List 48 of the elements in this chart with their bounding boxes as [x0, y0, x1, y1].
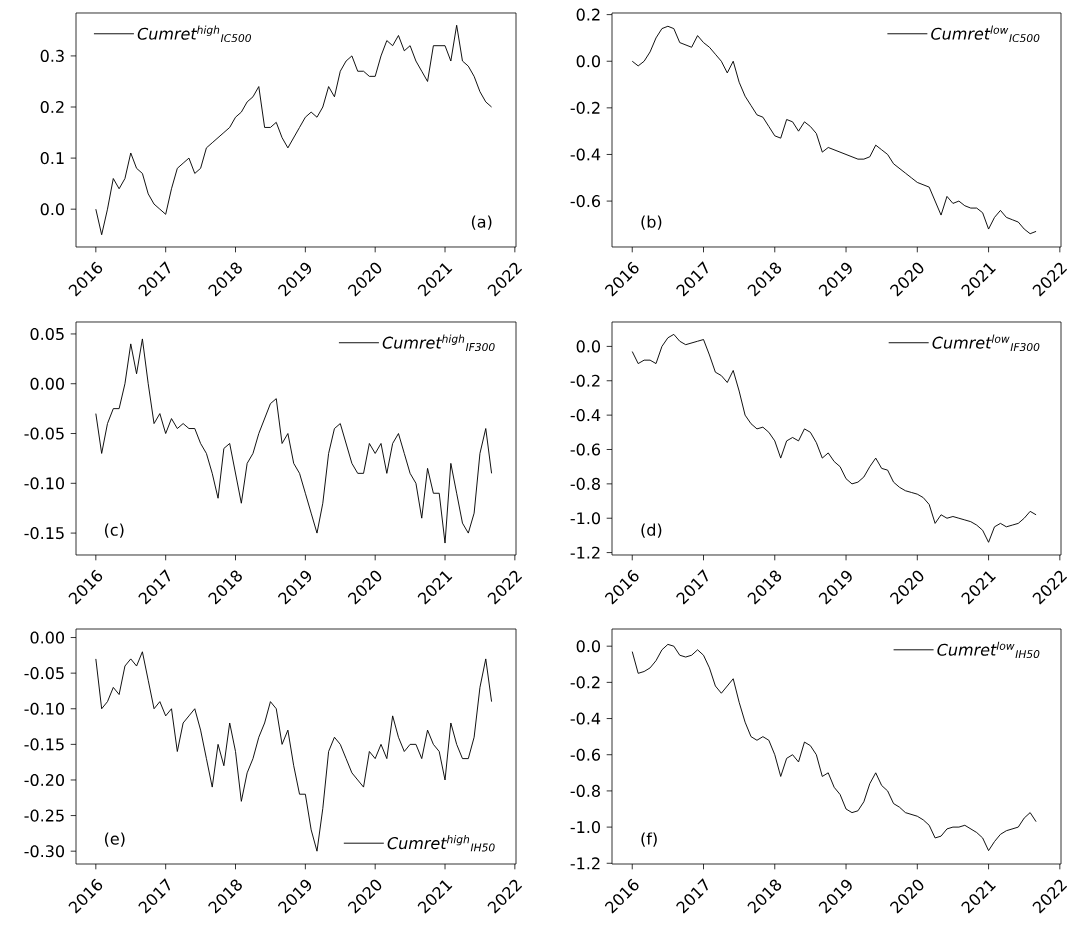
y-tick-label: -0.6 — [570, 443, 601, 456]
annotation: (e) — [104, 832, 125, 847]
annotation: (c) — [104, 523, 124, 538]
y-tick-label: -0.15 — [24, 738, 64, 751]
y-tick-label: -0.05 — [24, 667, 64, 680]
annotation: (d) — [641, 523, 662, 538]
line-series — [95, 651, 493, 852]
y-tick-label: -0.2 — [570, 676, 600, 689]
legend-label: Cumret$^{low}$IH50 — [937, 641, 1040, 659]
annotation: (b) — [641, 215, 662, 230]
y-tick-label: 0.2 — [576, 8, 600, 21]
y-tick-label: 0.00 — [30, 631, 65, 644]
y-tick-label: 0.2 — [40, 100, 64, 114]
y-tick-label: -0.6 — [570, 195, 601, 208]
y-tick-label: -1.0 — [570, 512, 601, 525]
y-tick-label: -0.4 — [570, 409, 601, 422]
y-tick-label: -0.10 — [24, 702, 65, 715]
annotation: (f) — [641, 832, 657, 847]
y-tick-label: 0.0 — [576, 340, 601, 353]
legend-label: Cumret$^{high}$IH50 — [387, 835, 495, 852]
annotation: (a) — [471, 215, 492, 230]
y-tick-label: -0.4 — [570, 148, 601, 161]
y-tick-label: -0.05 — [24, 427, 64, 440]
y-tick-label: 0.05 — [30, 327, 64, 340]
legend-label: Cumret$^{low}$IF300 — [932, 334, 1040, 352]
y-tick-label: 0.3 — [40, 49, 64, 62]
y-tick-label: -0.25 — [24, 809, 64, 822]
y-tick-label: 0.0 — [576, 55, 601, 68]
y-tick-label: -0.30 — [24, 845, 65, 858]
legend-label: Cumret$^{low}$IC500 — [931, 25, 1040, 43]
legend-label: Cumret$^{high}$IF300 — [382, 334, 495, 352]
legend-label: Cumret$^{high}$IC500 — [137, 25, 251, 43]
y-tick-label: -0.10 — [24, 477, 65, 490]
y-tick-label: 0.00 — [30, 377, 65, 390]
y-tick-label: -0.15 — [24, 527, 64, 540]
y-tick-label: -0.8 — [570, 477, 600, 490]
y-tick-label: -0.20 — [24, 773, 65, 787]
y-tick-label: 0.1 — [40, 152, 64, 165]
y-tick-label: -0.2 — [570, 101, 600, 114]
y-tick-label: -1.0 — [570, 821, 601, 834]
y-tick-label: -0.8 — [570, 784, 600, 797]
y-tick-label: -0.6 — [570, 748, 601, 761]
y-tick-label: -1.2 — [570, 857, 600, 870]
y-tick-label: -0.2 — [570, 374, 600, 387]
y-tick-label: 0.0 — [40, 203, 65, 216]
y-tick-label: 0.0 — [576, 640, 601, 653]
y-tick-label: -0.4 — [570, 712, 601, 725]
y-tick-label: -1.2 — [570, 546, 600, 559]
